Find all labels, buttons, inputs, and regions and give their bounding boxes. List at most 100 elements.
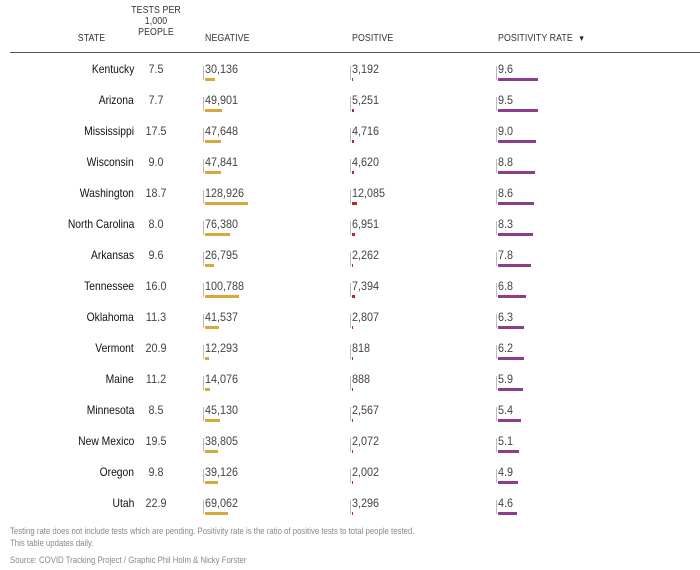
negative-value: 47,648 (205, 124, 239, 138)
header-tests-line1: TESTS PER (131, 5, 181, 16)
negative-value: 30,136 (205, 62, 239, 76)
pr-axis-tick (496, 376, 497, 390)
tests-per-1000-value: 19.5 (145, 434, 167, 448)
neg-axis-tick (203, 314, 204, 328)
positive-bar (352, 171, 354, 174)
positivity-rate-value: 8.6 (498, 186, 514, 200)
positivity-rate-value: 9.6 (498, 62, 514, 76)
positive-bar (352, 419, 353, 422)
state-name: Vermont (95, 341, 134, 355)
tests-per-1000-value: 17.5 (145, 124, 167, 138)
tests-per-1000-value: 7.5 (148, 62, 164, 76)
positive-bar (352, 202, 357, 205)
sort-descending-icon[interactable]: ▼ (578, 34, 586, 43)
tests-per-1000-value: 22.9 (145, 496, 167, 510)
neg-axis-tick (203, 66, 204, 80)
neg-axis-tick (203, 376, 204, 390)
state-name: Kentucky (91, 62, 134, 76)
tests-per-1000-value: 8.0 (148, 217, 164, 231)
positivity-rate-bar (498, 140, 536, 143)
positivity-rate-bar (498, 202, 534, 205)
positive-bar (352, 295, 355, 298)
header-negative[interactable]: NEGATIVE (205, 33, 250, 44)
table-row: New Mexico 19.5 38,805 2,072 5.1 (0, 427, 700, 458)
positive-value: 6,951 (352, 217, 380, 231)
negative-bar (205, 140, 221, 143)
positive-value: 2,072 (352, 434, 380, 448)
pr-axis-tick (496, 314, 497, 328)
positivity-rate-bar (498, 450, 519, 453)
tests-per-1000-value: 9.6 (148, 248, 164, 262)
source-credit: Source: COVID Tracking Project / Graphic… (10, 555, 247, 566)
positivity-rate-bar (498, 233, 533, 236)
positive-value: 7,394 (352, 279, 380, 293)
positivity-rate-bar (498, 512, 517, 515)
positive-bar (352, 109, 354, 112)
positive-bar (352, 233, 355, 236)
negative-value: 76,380 (205, 217, 239, 231)
pr-axis-tick (496, 438, 497, 452)
pr-axis-tick (496, 159, 497, 173)
negative-value: 39,126 (205, 465, 239, 479)
pr-axis-tick (496, 190, 497, 204)
negative-bar (205, 481, 218, 484)
pr-axis-tick (496, 407, 497, 421)
table-row: Arizona 7.7 49,901 5,251 9.5 (0, 86, 700, 117)
table-row: Tennessee 16.0 100,788 7,394 6.8 (0, 272, 700, 303)
pos-axis-tick (350, 190, 351, 204)
pos-axis-tick (350, 66, 351, 80)
negative-bar (205, 388, 210, 391)
pos-axis-tick (350, 500, 351, 514)
pos-axis-tick (350, 221, 351, 235)
positivity-rate-bar (498, 171, 535, 174)
negative-value: 128,926 (205, 186, 245, 200)
tests-per-1000-value: 9.0 (148, 155, 164, 169)
tests-per-1000-value: 11.3 (145, 310, 167, 324)
positivity-rate-bar (498, 388, 523, 391)
positive-bar (352, 326, 353, 329)
state-name: Tennessee (84, 279, 134, 293)
positivity-rate-value: 5.1 (498, 434, 514, 448)
positivity-rate-bar (498, 481, 518, 484)
table-row: North Carolina 8.0 76,380 6,951 8.3 (0, 210, 700, 241)
negative-value: 14,076 (205, 372, 239, 386)
pr-axis-tick (496, 66, 497, 80)
negative-bar (205, 357, 209, 360)
negative-bar (205, 264, 214, 267)
header-tests-per-1000[interactable]: TESTS PER 1,000 PEOPLE (130, 5, 183, 38)
positivity-rate-value: 4.6 (498, 496, 514, 510)
positivity-rate-value: 7.8 (498, 248, 514, 262)
header-positivity-rate[interactable]: POSITIVITY RATE ▼ (498, 33, 585, 44)
pr-axis-tick (496, 345, 497, 359)
tests-per-1000-value: 16.0 (145, 279, 167, 293)
state-name: Washington (79, 186, 134, 200)
tests-per-1000-value: 11.2 (145, 372, 167, 386)
state-name: Mississippi (84, 124, 134, 138)
update-note: This table updates daily. (10, 538, 94, 549)
header-tests-line3: PEOPLE (138, 27, 174, 38)
state-name: Arkansas (90, 248, 134, 262)
positivity-rate-value: 4.9 (498, 465, 514, 479)
positivity-rate-value: 5.4 (498, 403, 514, 417)
positivity-rate-value: 6.2 (498, 341, 514, 355)
negative-bar (205, 419, 220, 422)
state-name: North Carolina (67, 217, 134, 231)
state-name: Utah (112, 496, 134, 510)
pr-axis-tick (496, 97, 497, 111)
header-tests-line2: 1,000 (144, 16, 168, 27)
negative-value: 45,130 (205, 403, 239, 417)
positive-value: 4,716 (352, 124, 380, 138)
neg-axis-tick (203, 438, 204, 452)
positive-bar (352, 481, 353, 484)
positivity-rate-bar (498, 326, 524, 329)
header-state[interactable]: STATE (77, 33, 105, 44)
positive-value: 3,296 (352, 496, 380, 510)
pos-axis-tick (350, 128, 351, 142)
positive-bar (352, 140, 354, 143)
table-row: Washington 18.7 128,926 12,085 8.6 (0, 179, 700, 210)
pr-axis-tick (496, 469, 497, 483)
positive-bar (352, 512, 353, 515)
header-positive[interactable]: POSITIVE (352, 33, 394, 44)
positive-value: 2,807 (352, 310, 380, 324)
positivity-rate-value: 9.5 (498, 93, 514, 107)
